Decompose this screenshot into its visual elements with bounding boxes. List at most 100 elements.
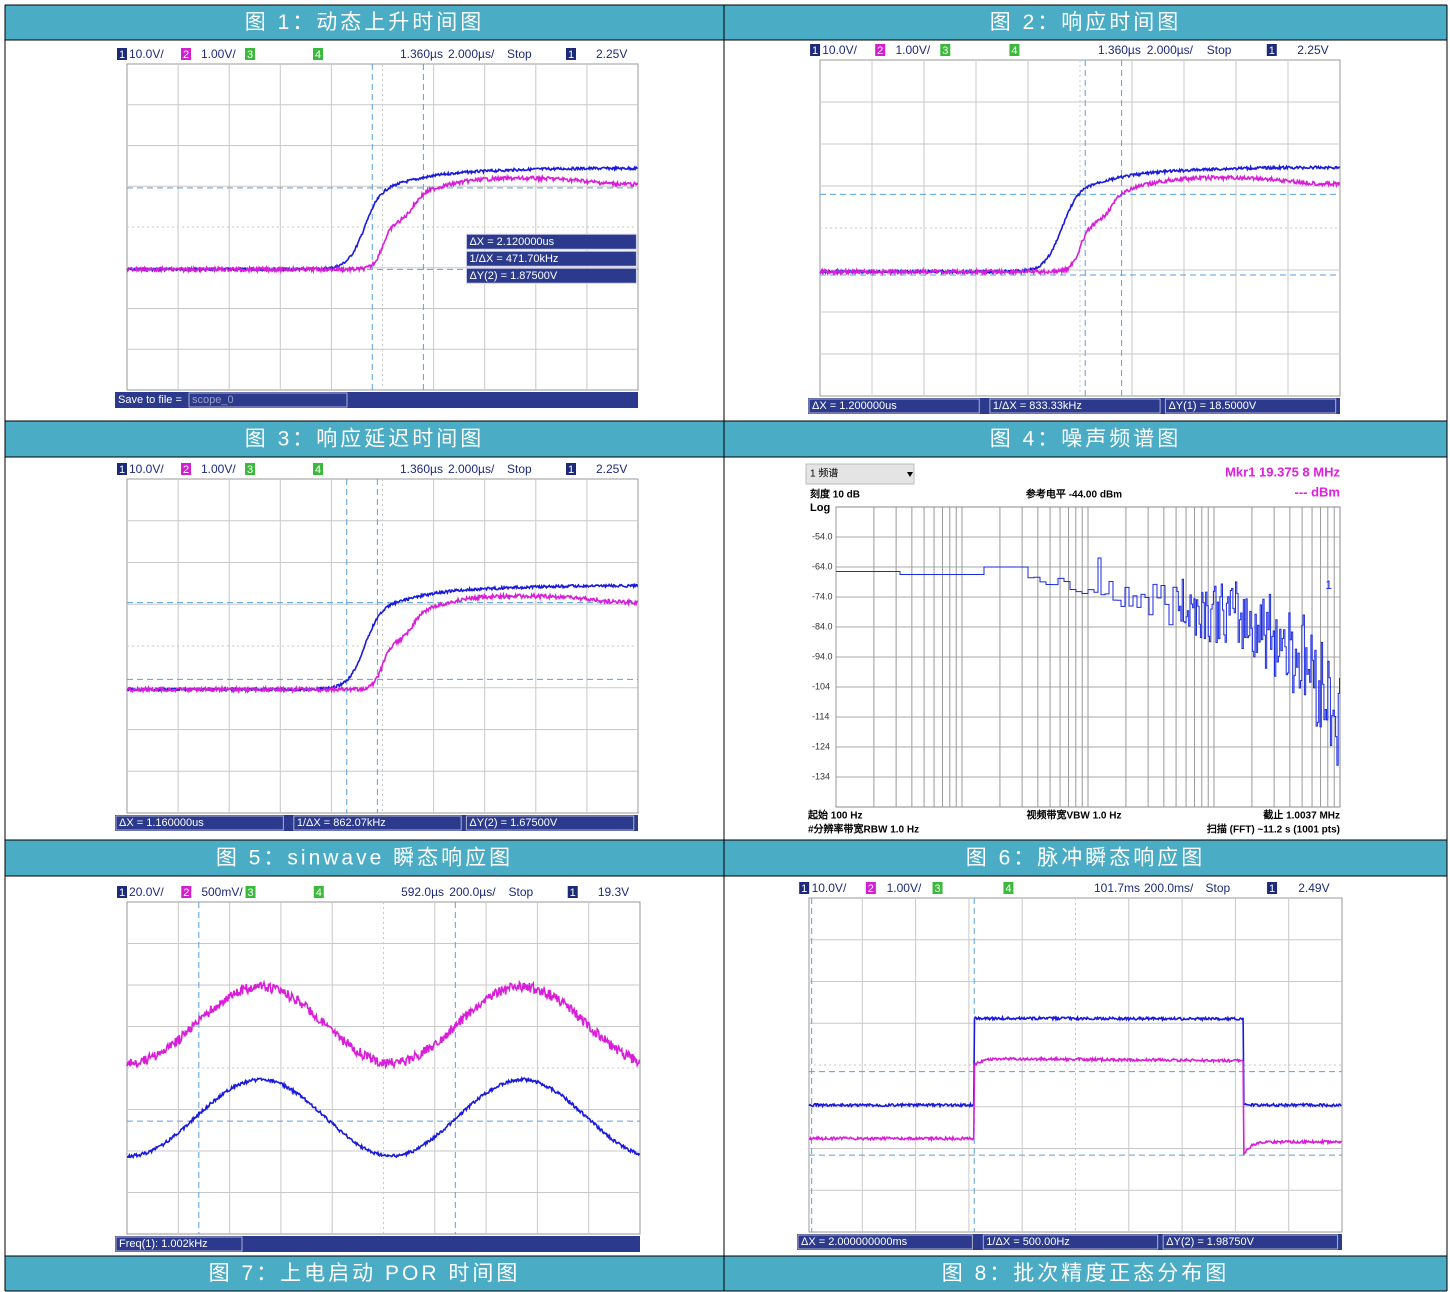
figure-caption: 图 3：响应延迟时间图 (245, 428, 485, 451)
status-text: ΔY(1) = 18.5000V (1168, 400, 1256, 412)
channel-label: 3 (942, 45, 948, 57)
header-text: 1.360µs (1098, 43, 1141, 57)
channel-label: 4 (315, 49, 321, 61)
header-text: 20.0V/ (129, 885, 164, 899)
header-text: 2.000µs/ (448, 47, 495, 61)
channel-label: 2 (183, 887, 189, 899)
channel-label: 1 (570, 887, 576, 899)
figure-caption: 图 7：上电启动 POR 时间图 (209, 1262, 521, 1285)
status-text: 1/ΔX = 500.00Hz (986, 1236, 1069, 1248)
header-text: 1.00V/ (887, 881, 922, 895)
spectrum-text: -54.0 (812, 531, 833, 541)
channel-label: 3 (247, 464, 253, 476)
header-text: 2.49V (1298, 881, 1329, 895)
spectrum-text: Mkr1 19.375 8 MHz (1225, 464, 1340, 479)
header-text: Stop (508, 885, 533, 899)
spectrum-text: 视频带宽VBW 1.0 Hz (1026, 809, 1121, 822)
spectrum-text: 1 频谱 (810, 467, 838, 480)
header-text: Stop (1207, 43, 1232, 57)
spectrum-text: -74.0 (812, 591, 833, 601)
header-text: 1.00V/ (201, 47, 236, 61)
header-text: 1.00V/ (895, 43, 930, 57)
header-text: 10.0V/ (812, 881, 847, 895)
status-text: ΔX = 2.000000000ms (801, 1236, 908, 1248)
channel-label: 3 (247, 49, 253, 61)
channel-label: 3 (247, 887, 253, 899)
figure-caption: 图 1：动态上升时间图 (245, 11, 485, 34)
header-text: 1.360µs (400, 462, 443, 476)
header-text: Stop (507, 462, 532, 476)
channel-label: 1 (119, 49, 125, 61)
spectrum-text: 1 (1325, 578, 1332, 592)
spectrum-text: -134 (812, 771, 830, 781)
channel-label: 4 (1011, 45, 1017, 57)
header-text: 101.7ms (1094, 881, 1140, 895)
header-text: 1.360µs (400, 47, 443, 61)
channel-label: 1 (1269, 883, 1275, 895)
channel-label: 1 (801, 883, 807, 895)
spectrum-text: 截止 1.0037 MHz (1263, 809, 1340, 822)
status-text: scope_0 (192, 394, 234, 406)
readout-text: ΔX = 2.120000us (469, 236, 554, 248)
status-text: Freq(1): 1.002kHz (119, 1238, 208, 1250)
status-text: 1/ΔX = 862.07kHz (297, 817, 386, 829)
spectrum-text: -64.0 (812, 561, 833, 571)
spectrum-text: -114 (812, 711, 829, 721)
channel-label: 2 (183, 464, 189, 476)
header-text: 500mV/ (201, 885, 243, 899)
header-text: Stop (507, 47, 532, 61)
channel-label: 2 (183, 49, 189, 61)
spectrum-text: 参考电平 -44.00 dBm (1026, 488, 1122, 501)
figure-caption: 图 2：响应时间图 (990, 11, 1182, 34)
channel-label: 1 (119, 887, 125, 899)
header-text: 19.3V (598, 885, 629, 899)
channel-label: 4 (1005, 883, 1011, 895)
header-text: 10.0V/ (822, 43, 857, 57)
channel-label: 1 (812, 45, 818, 57)
header-text: 10.0V/ (129, 462, 164, 476)
header-text: Stop (1205, 881, 1230, 895)
spectrum-text: 起始 100 Hz (807, 809, 862, 822)
channel-label: 3 (934, 883, 940, 895)
header-text: 2.000µs/ (448, 462, 495, 476)
spectrum-text: 刻度 10 dB (810, 488, 860, 501)
readout-text: 1/ΔX = 471.70kHz (469, 253, 558, 265)
readout-text: ΔY(2) = 1.87500V (469, 270, 557, 282)
spectrum-text: #分辨率带宽RBW 1.0 Hz (808, 823, 919, 836)
status-text: ΔX = 1.200000us (812, 400, 897, 412)
spectrum-text: Log (810, 502, 830, 514)
spectrum-text: 扫描 (FFT) ~11.2 s (1001 pts) (1207, 823, 1340, 836)
figure-caption: 图 4：噪声频谱图 (990, 428, 1182, 451)
header-text: 2.25V (596, 47, 627, 61)
spectrum-text: -84.0 (812, 621, 833, 631)
spectrum-text: -94.0 (812, 651, 833, 661)
channel-label: 2 (877, 45, 883, 57)
spectrum-text: --- dBm (1295, 484, 1341, 499)
channel-label: 1 (119, 464, 125, 476)
header-text: 10.0V/ (129, 47, 164, 61)
figure-caption: 图 5：sinwave 瞬态响应图 (216, 847, 513, 870)
status-text: ΔY(2) = 1.98750V (1166, 1236, 1254, 1248)
header-text: 200.0µs/ (449, 885, 496, 899)
channel-label: 4 (316, 887, 322, 899)
channel-label: 1 (568, 49, 574, 61)
channel-label: 1 (1269, 45, 1275, 57)
spectrum-text: -124 (812, 741, 830, 751)
channel-label: 2 (868, 883, 874, 895)
channel-label: 1 (568, 464, 574, 476)
status-text: 1/ΔX = 833.33kHz (993, 400, 1082, 412)
header-text: 200.0ms/ (1144, 881, 1194, 895)
header-text: 592.0µs (401, 885, 444, 899)
figure-caption: 图 8：批次精度正态分布图 (942, 1262, 1230, 1285)
status-text: ΔY(2) = 1.67500V (469, 817, 557, 829)
header-text: 2.25V (1297, 43, 1328, 57)
document: 图 1：动态上升时间图 图 2：响应时间图图 3：响应延迟时间图 图 4：噪声频谱图… (0, 0, 1450, 1292)
spectrum-text: -104 (812, 681, 830, 691)
status-text: Save to file = (118, 394, 182, 406)
header-text: 2.000µs/ (1147, 43, 1194, 57)
status-text: ΔX = 1.160000us (119, 817, 204, 829)
channel-label: 4 (315, 464, 321, 476)
header-text: 2.25V (596, 462, 627, 476)
figure-caption: 图 6：脉冲瞬态响应图 (966, 847, 1206, 870)
header-text: 1.00V/ (201, 462, 236, 476)
